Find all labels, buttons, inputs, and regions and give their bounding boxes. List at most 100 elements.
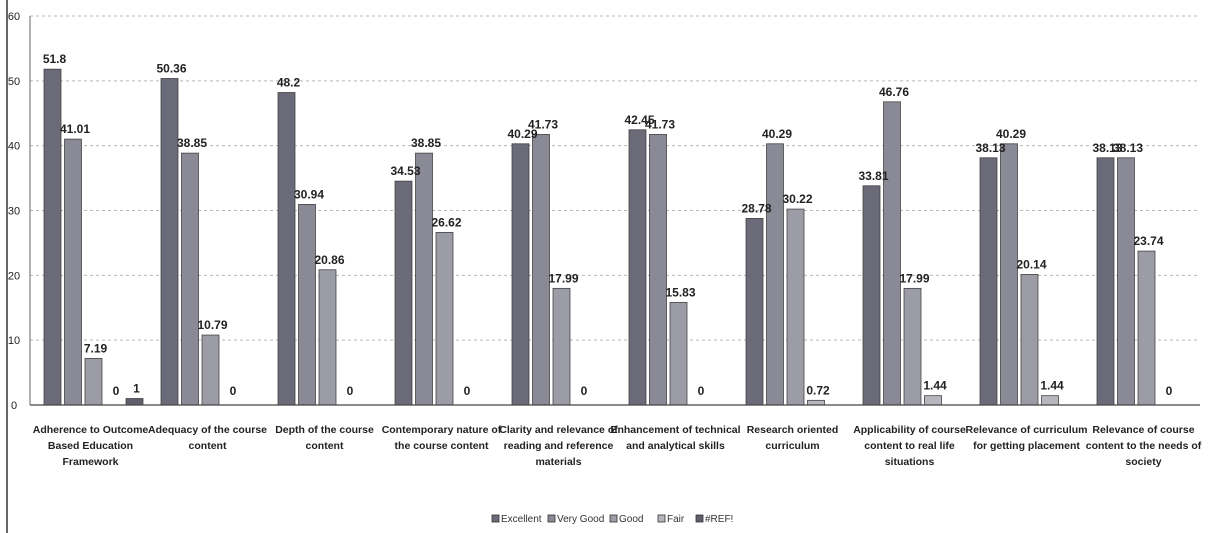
data-label: 30.94 bbox=[294, 187, 324, 201]
data-label: 0 bbox=[347, 384, 354, 398]
x-tick-label-line: content to real life bbox=[864, 440, 955, 452]
bar bbox=[1137, 250, 1156, 406]
x-tick-label-line: materials bbox=[535, 456, 581, 468]
x-tick-label-line: Adequacy of the course bbox=[148, 424, 267, 436]
x-tick-label-line: and analytical skills bbox=[626, 440, 725, 452]
bar bbox=[84, 357, 103, 406]
y-tick-label: 0 bbox=[11, 400, 17, 412]
bar bbox=[669, 301, 688, 406]
data-label: 26.62 bbox=[431, 215, 461, 229]
bar bbox=[43, 68, 62, 406]
bar bbox=[552, 287, 571, 406]
bar bbox=[125, 398, 144, 406]
y-tick-label: 10 bbox=[8, 335, 20, 347]
bar bbox=[766, 143, 784, 406]
y-tick-label: 20 bbox=[8, 270, 20, 282]
data-label: 20.14 bbox=[1016, 257, 1046, 271]
x-tick-label-line: content to the needs of bbox=[1086, 440, 1202, 452]
legend-swatch bbox=[491, 514, 500, 523]
data-label: 33.81 bbox=[858, 169, 888, 183]
y-tick-label: 60 bbox=[8, 11, 20, 23]
x-tick-label: Enhancement of technical and analytical s… bbox=[610, 424, 740, 452]
legend-label: Good bbox=[619, 514, 643, 525]
x-tick-label-line: situations bbox=[885, 456, 935, 468]
bar bbox=[745, 218, 764, 406]
bar bbox=[649, 134, 667, 406]
bar bbox=[181, 152, 199, 406]
legend-label: #REF! bbox=[705, 514, 733, 525]
data-labels: 51.841.017.190 150.3638.8510.79048.230.94… bbox=[43, 52, 1173, 398]
x-tick-label-line: Contemporary nature of bbox=[382, 424, 502, 436]
bar bbox=[511, 143, 530, 406]
x-tick-label: Adequacy of the course content bbox=[148, 424, 267, 452]
x-tick-label-line: the course content bbox=[395, 440, 489, 452]
data-label: 10.79 bbox=[197, 318, 227, 332]
data-label: 40.29 bbox=[762, 127, 792, 141]
data-label: 41.73 bbox=[645, 117, 675, 131]
bar bbox=[903, 287, 922, 406]
data-label: 50.36 bbox=[156, 61, 186, 75]
bar bbox=[298, 204, 316, 406]
legend-label: Fair bbox=[667, 514, 685, 525]
x-tick-label: Applicability of course content to real l… bbox=[853, 424, 966, 468]
bar bbox=[979, 157, 998, 406]
bar bbox=[277, 92, 296, 406]
x-tick-label-line: Relevance of course bbox=[1092, 424, 1194, 436]
data-label: 17.99 bbox=[548, 271, 578, 285]
x-tick-label: Contemporary nature of the course content bbox=[382, 424, 502, 452]
legend-label: Excellent bbox=[501, 514, 542, 525]
x-tick-label-line: Research oriented bbox=[747, 424, 839, 436]
y-tick-label: 40 bbox=[8, 141, 20, 153]
data-label: 0 bbox=[464, 384, 471, 398]
bar bbox=[318, 269, 337, 406]
bar bbox=[415, 152, 433, 406]
data-label: 41.01 bbox=[60, 122, 90, 136]
x-tick-label-line: content bbox=[306, 440, 344, 452]
y-tick-label: 30 bbox=[8, 206, 20, 218]
bars bbox=[43, 68, 1156, 406]
x-tick-label-line: Based Education bbox=[48, 440, 133, 452]
data-label: 38.85 bbox=[411, 136, 441, 150]
data-label: 0 bbox=[1166, 384, 1173, 398]
x-tick-label-line: for getting placement bbox=[973, 440, 1080, 452]
legend-label: Very Good bbox=[557, 514, 604, 525]
legend-swatch bbox=[695, 514, 704, 523]
x-tick-label-line: Relevance of curriculum bbox=[966, 424, 1088, 436]
bar bbox=[1041, 395, 1059, 406]
data-label: 0 bbox=[581, 384, 588, 398]
data-label: 30.22 bbox=[782, 192, 812, 206]
data-label: 20.86 bbox=[314, 253, 344, 267]
data-label: 38.85 bbox=[177, 136, 207, 150]
x-tick-label-line: Framework bbox=[62, 456, 118, 468]
bar bbox=[862, 185, 881, 406]
x-tick-label-line: Enhancement of technical bbox=[610, 424, 740, 436]
legend-swatch bbox=[609, 514, 618, 523]
data-label: 0 bbox=[698, 384, 705, 398]
x-tick-label-line: curriculum bbox=[765, 440, 819, 452]
x-tick-label: Clarity and relevance of reading and refe… bbox=[499, 424, 618, 468]
x-tick-label-line: Adherence to Outcome bbox=[33, 424, 149, 436]
grid-lines bbox=[30, 15, 1200, 341]
x-tick-label: Adherence to Outcome Based Education Frame… bbox=[33, 424, 149, 468]
y-tick-label: 50 bbox=[8, 76, 20, 88]
bar bbox=[807, 399, 825, 406]
legend-swatch bbox=[547, 514, 556, 523]
bar bbox=[201, 334, 220, 406]
data-label: 40.29 bbox=[507, 127, 537, 141]
data-label: 0 bbox=[230, 384, 237, 398]
data-label: 38.13 bbox=[975, 141, 1005, 155]
data-label: 0.72 bbox=[806, 383, 830, 397]
data-label: 42.45 bbox=[624, 113, 654, 127]
bar bbox=[160, 78, 179, 406]
data-label: 46.76 bbox=[879, 85, 909, 99]
data-label: 15.83 bbox=[665, 285, 695, 299]
bar bbox=[64, 138, 82, 406]
bar bbox=[1000, 143, 1018, 406]
data-label: 7.19 bbox=[84, 341, 108, 355]
x-tick-label-line: reading and reference bbox=[504, 440, 614, 452]
bar bbox=[1020, 274, 1039, 406]
bar bbox=[883, 101, 901, 406]
bar bbox=[532, 134, 550, 406]
x-tick-label-line: content bbox=[189, 440, 227, 452]
